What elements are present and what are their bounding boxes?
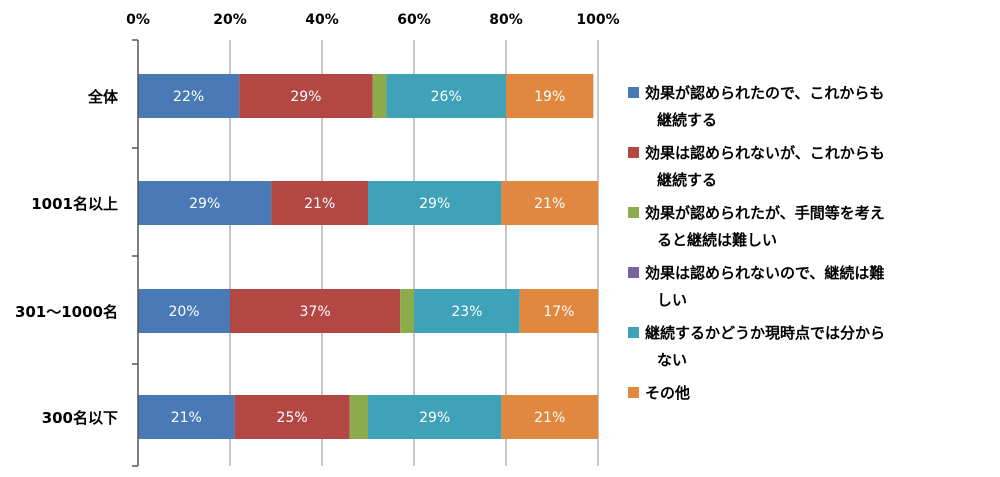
data-label: 21% [171,410,202,426]
category-label: 全体 [87,88,119,106]
bar-segment [234,395,350,439]
legend-label: 効果は認められないが、これからも継続する [645,144,885,189]
data-label: 23% [451,304,482,320]
bar-segment [368,181,502,225]
x-tick-label: 0% [126,12,150,28]
legend-swatch [628,267,639,278]
bar-segment [368,395,502,439]
category-label: 301～1000名 [15,303,118,321]
data-label: 19% [534,89,565,105]
legend-swatch [628,87,639,98]
data-label: 20% [168,304,199,320]
legend-label: その他 [645,384,690,402]
bar-segment [138,181,272,225]
bar-segment [372,74,387,118]
data-label: 37% [300,304,331,320]
bar-segment [519,289,598,333]
legend-label: 効果は認められないので、継続は難しい [645,264,884,309]
data-label: 29% [419,410,450,426]
bar-segment [501,395,598,439]
x-tick-label: 40% [305,12,339,28]
legend-swatch [628,327,639,338]
legend: 効果が認められたので、これからも継続する効果は認められないが、これからも継続する… [628,84,885,402]
x-tick-label: 60% [397,12,431,28]
bar-segment [349,395,368,439]
legend-label: 継続するかどうか現時点では分からない [645,324,885,369]
bar-segment [271,181,368,225]
data-label: 21% [534,196,565,212]
x-tick-labels: 0% 20% 40% 60% 80% 100% [126,12,620,28]
data-label: 29% [290,89,321,105]
bar-segment [501,181,598,225]
bar-segment [239,74,373,118]
category-label: 1001名以上 [31,195,118,213]
legend-label: 効果が認められたが、手間等を考えると継続は難しい [645,204,885,249]
category-labels: 全体 1001名以上 301～1000名 300名以下 [15,88,119,427]
data-label: 17% [543,304,574,320]
category-label: 300名以下 [42,409,118,427]
x-tick-label: 100% [576,12,619,28]
legend-swatch [628,147,639,158]
bar-segment [138,395,235,439]
legend-label: 効果が認められたので、これからも継続する [645,84,884,129]
data-label: 26% [431,89,462,105]
bars: 22% 29% 26% 19% 29% 21% 29% 21% 20% 37% 23% 17% 21% 2… [138,74,598,439]
data-label: 21% [304,196,335,212]
bar-segment [414,289,520,333]
bar-segment [138,289,230,333]
x-tick-label: 80% [489,12,523,28]
x-tick-label: 20% [213,12,247,28]
category-axis [132,39,139,467]
data-label: 22% [173,89,204,105]
data-label: 29% [419,196,450,212]
legend-swatch [628,207,639,218]
data-label: 29% [189,196,220,212]
bar-segment [506,74,594,118]
bar-segment [230,289,401,333]
bar-segment [386,74,506,118]
bar-segment [400,289,414,333]
bar-segment [138,74,240,118]
data-label: 21% [534,410,565,426]
data-label: 25% [277,410,308,426]
legend-swatch [628,387,639,398]
